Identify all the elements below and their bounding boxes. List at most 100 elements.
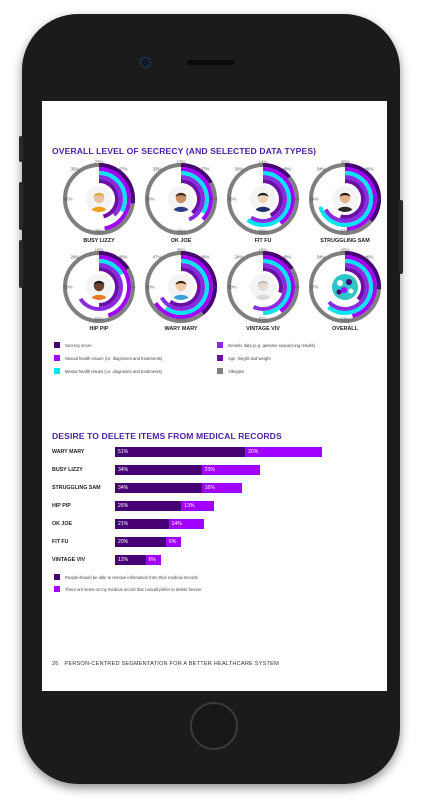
donut-percent-label: 17% (176, 159, 186, 165)
persona-struggling-sam-icon (332, 186, 358, 212)
donut-rings (309, 163, 381, 235)
donut-percent-label: 24% (234, 254, 244, 260)
donut-percent-label: 61% (372, 284, 382, 290)
donut-percent-label: 16% (94, 247, 104, 253)
power-button[interactable] (399, 200, 403, 274)
donut-arc-2 (344, 167, 377, 231)
donut-arc-4 (98, 175, 123, 217)
donut-percent-label: 60% (145, 284, 155, 290)
legend-swatch (54, 342, 60, 348)
persona-name: WARY MARY (164, 326, 198, 332)
donut-percent-label: 33% (152, 166, 162, 172)
volume-up-button[interactable] (19, 182, 23, 230)
bar-value-label: 21% (118, 521, 129, 527)
donut-rings (63, 163, 135, 235)
donut-percent-label: 34% (316, 166, 326, 172)
bar-category-label: BUSY LIZZY (52, 467, 83, 473)
donut-percent-label: 66% (94, 316, 104, 322)
donut-percent-label: 39% (176, 247, 186, 253)
donut-percent-label: 47% (118, 166, 128, 172)
persona-name: VINTAGE VIV (246, 326, 280, 332)
donut-percent-label: 38% (94, 228, 104, 234)
bar-segment-remove-info: 20% (115, 537, 166, 547)
donut-percent-label: 46% (63, 196, 73, 202)
donut-percent-label: 60% (208, 284, 218, 290)
bar-value-label: 20% (118, 539, 129, 545)
donut-percent-label: 39% (145, 196, 155, 202)
donut-arc-5 (344, 267, 365, 301)
donut-arc-2 (262, 255, 295, 313)
legend-label: Genetic data (e.g. genome sequencing res… (228, 342, 316, 348)
bar-value-label: 51% (118, 449, 129, 455)
donut-ok-joe: 17% 37% 34% 44% 39% 33% OK JOE (142, 159, 220, 247)
bar-segment-remove-info: 21% (115, 519, 169, 529)
legend-swatch (217, 342, 223, 348)
bar-segment-remove-info: 12% (115, 555, 146, 565)
legend-swatch (54, 368, 60, 374)
donut-percent-label: 43% (227, 196, 237, 202)
donut-percent-label: 46% (364, 254, 374, 260)
donut-arc-4 (159, 263, 205, 311)
donut-percent-label: 35% (70, 166, 80, 172)
home-button[interactable] (190, 702, 238, 750)
persona-name: HIP PIP (89, 326, 109, 332)
bar-segment-remove-info: 26% (115, 501, 182, 511)
legend-swatch (217, 368, 223, 374)
donut-percent-label: 30% (234, 166, 244, 172)
front-camera-icon (140, 57, 151, 68)
persona-ok-joe-icon (168, 186, 194, 212)
legend-swatch (217, 355, 223, 361)
donut-percent-label: 49% (364, 166, 374, 172)
volume-down-button[interactable] (19, 240, 23, 288)
bar-value-label: 23% (204, 467, 215, 473)
bar-segment-delete-forever: 23% (201, 465, 261, 475)
donut-percent-label: 17% (126, 284, 136, 290)
donut-percent-label: 37% (200, 166, 210, 172)
donut-arc-4 (78, 263, 123, 311)
donut-percent-label: 14% (258, 159, 268, 165)
donut-rings (227, 251, 299, 323)
bar-value-label: 34% (118, 485, 129, 491)
bar-segment-remove-info: 34% (115, 483, 202, 493)
donut-arc-2 (344, 255, 377, 318)
persona-name: FIT FU (254, 238, 272, 244)
legend-label: There are items on my medical record tha… (65, 586, 202, 592)
donut-arc-2 (262, 167, 295, 225)
bar-segment-delete-forever: 14% (168, 519, 205, 529)
bar-segment-delete-forever: 30% (245, 447, 322, 457)
donut-arc-5 (98, 267, 119, 307)
donut-arc-1 (344, 163, 381, 222)
bar-segment-remove-info: 34% (115, 465, 202, 475)
overall-pills-icon (332, 274, 358, 300)
donut-arc-4 (252, 263, 287, 311)
donut-arc-2 (180, 167, 213, 221)
donut-percent-label: 44% (176, 228, 186, 234)
donut-rings (227, 163, 299, 235)
donut-arc-1 (180, 163, 213, 184)
persona-fit-fu-icon (250, 186, 276, 212)
bar-segment-delete-forever: 6% (166, 537, 182, 547)
donut-arc-1 (98, 163, 135, 204)
donut-percent-label: 47% (152, 254, 162, 260)
donut-vintage-viv: 16% 40% 50% 57% 30% 24% VINTAGE VIV (224, 247, 302, 335)
donut-percent-label: 30% (227, 284, 237, 290)
donut-fit-fu: 14% 40% 60% 59% 43% 30% FIT FU (224, 159, 302, 247)
donut-arc-3 (180, 171, 209, 215)
donut-percent-label: 60% (290, 196, 300, 202)
donut-percent-label: 27% (94, 159, 104, 165)
legend-label: Allergies (228, 368, 245, 374)
donut-arc-5 (98, 179, 119, 219)
donut-percent-label: 63% (340, 316, 350, 322)
persona-busy-lizzy-icon (86, 186, 112, 212)
donut-percent-label: 36% (340, 159, 350, 165)
donut-percent-label: 29% (70, 254, 80, 260)
donut-percent-label: 57% (258, 316, 268, 322)
persona-name: BUSY LIZZY (83, 238, 115, 244)
bar-value-label: 16% (204, 485, 215, 491)
bar-value-label: 34% (118, 467, 129, 473)
bar-value-label: 13% (184, 503, 195, 509)
legend-label: Secrecy score (65, 342, 92, 348)
donut-arc-5 (340, 179, 365, 219)
donut-percent-label: 67% (340, 228, 350, 234)
bar-value-label: 12% (118, 557, 129, 563)
